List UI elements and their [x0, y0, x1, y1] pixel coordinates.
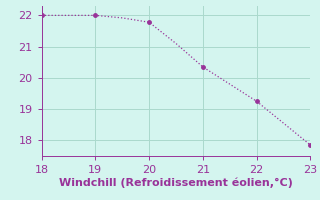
X-axis label: Windchill (Refroidissement éolien,°C): Windchill (Refroidissement éolien,°C) [59, 178, 293, 188]
